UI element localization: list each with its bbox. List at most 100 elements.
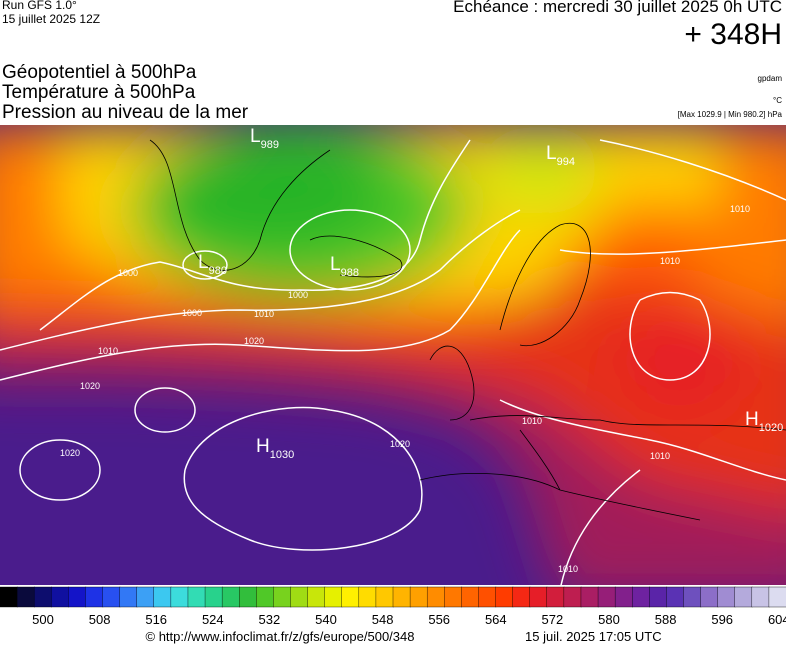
legend-swatch — [529, 586, 548, 608]
center-type: L — [546, 143, 557, 164]
legend-label: 572 — [542, 612, 564, 627]
center-type: H — [256, 436, 270, 457]
isobar-label: 1000 — [118, 268, 138, 278]
center-value: 994 — [557, 156, 575, 168]
layer: Température à 500hPa — [2, 82, 196, 103]
pressure-center: L994 — [546, 143, 575, 168]
footer-url: © http://www.infoclimat.fr/z/gfs/europe/… — [145, 629, 415, 644]
legend-swatch — [119, 586, 138, 608]
legend-swatch — [239, 586, 258, 608]
isobar-label: 1020 — [80, 381, 100, 391]
isobar-label: 1010 — [730, 204, 750, 214]
legend-swatch — [751, 586, 770, 608]
legend-swatch — [273, 586, 292, 608]
layer: Pression au niveau de la mer — [2, 102, 249, 123]
legend-swatch — [51, 586, 70, 608]
isobar-label: 1010 — [254, 309, 274, 319]
pressure-center: L989 — [250, 126, 279, 151]
center-type: L — [198, 252, 209, 273]
legend-label: 524 — [202, 612, 224, 627]
legend-swatch — [734, 586, 753, 608]
legend-swatch — [478, 586, 497, 608]
legend-swatch — [563, 586, 582, 608]
center-value: 1020 — [759, 422, 783, 434]
center-type: L — [250, 126, 261, 147]
legend-swatch — [717, 586, 736, 608]
legend-swatch — [256, 586, 275, 608]
legend-label: 580 — [598, 612, 620, 627]
legend-swatch — [580, 586, 599, 608]
layer: Géopotentiel à 500hPa — [2, 62, 197, 83]
center-value: 989 — [261, 139, 279, 151]
legend-swatch — [170, 586, 189, 608]
legend-swatch — [16, 586, 35, 608]
isobar-label: 1010 — [650, 451, 670, 461]
legend-swatch — [85, 586, 104, 608]
legend-swatch — [221, 586, 240, 608]
legend-swatch — [649, 586, 668, 608]
legend-swatch — [614, 586, 633, 608]
center-value: 988 — [341, 267, 359, 279]
legend-swatch — [33, 586, 52, 608]
footer-timestamp: 15 juil. 2025 17:05 UTC — [525, 629, 662, 644]
legend-label: 548 — [372, 612, 394, 627]
isobars — [0, 139, 786, 585]
unit: °C — [773, 96, 782, 105]
legend-swatch — [666, 586, 685, 608]
pressure-center: L980 — [198, 252, 227, 277]
legend-swatch — [0, 586, 18, 608]
legend-label: 508 — [89, 612, 111, 627]
isobar-label: 1020 — [390, 439, 410, 449]
isobar-label: 1000 — [182, 308, 202, 318]
center-type: L — [330, 254, 341, 275]
legend-label: 596 — [711, 612, 733, 627]
pressure-center: L988 — [330, 254, 359, 279]
legend-swatch — [700, 586, 719, 608]
legend-swatch — [375, 586, 394, 608]
echeance: Echéance : mercredi 30 juillet 2025 0h U… — [453, 0, 782, 16]
legend-label: 500 — [32, 612, 54, 627]
center-value: 980 — [209, 265, 227, 277]
legend-label: 532 — [259, 612, 281, 627]
legend-swatch — [768, 586, 786, 608]
legend-label: 556 — [428, 612, 450, 627]
legend-swatch — [187, 586, 206, 608]
isobar-label: 1010 — [98, 346, 118, 356]
legend-swatch — [597, 586, 616, 608]
legend-swatch — [324, 586, 343, 608]
legend-swatch — [546, 586, 565, 608]
coastlines — [149, 139, 786, 521]
lead-time: + 348H — [684, 18, 782, 51]
pressure-center: H1020 — [745, 409, 783, 434]
legend-label: 516 — [145, 612, 167, 627]
legend-swatch — [444, 586, 463, 608]
legend-swatch — [358, 586, 377, 608]
legend-swatch — [426, 586, 445, 608]
legend-swatch — [290, 586, 309, 608]
isobar-label: 1020 — [244, 336, 264, 346]
run-date: 15 juillet 2025 12Z — [2, 12, 101, 26]
legend-swatch — [632, 586, 651, 608]
legend-swatch — [392, 586, 411, 608]
legend-swatch — [341, 586, 360, 608]
isobar-label: 1010 — [522, 416, 542, 426]
unit: gpdam — [757, 74, 782, 83]
legend-label: 588 — [655, 612, 677, 627]
legend-swatch — [495, 586, 514, 608]
run-label: Run GFS 1.0° — [2, 0, 77, 12]
legend-swatch — [409, 586, 428, 608]
pressure-center: H1030 — [256, 436, 294, 461]
legend-swatch — [68, 586, 87, 608]
legend-label: 604 — [768, 612, 786, 627]
legend-swatch — [512, 586, 531, 608]
legend-swatch — [102, 586, 121, 608]
isobar-label: 1000 — [288, 290, 308, 300]
legend-swatch — [683, 586, 702, 608]
center-type: H — [745, 409, 759, 430]
isobar-label: 1010 — [558, 564, 578, 574]
legend-swatch — [153, 586, 172, 608]
isobar-label: 1020 — [60, 448, 80, 458]
legend-swatch — [307, 586, 326, 608]
